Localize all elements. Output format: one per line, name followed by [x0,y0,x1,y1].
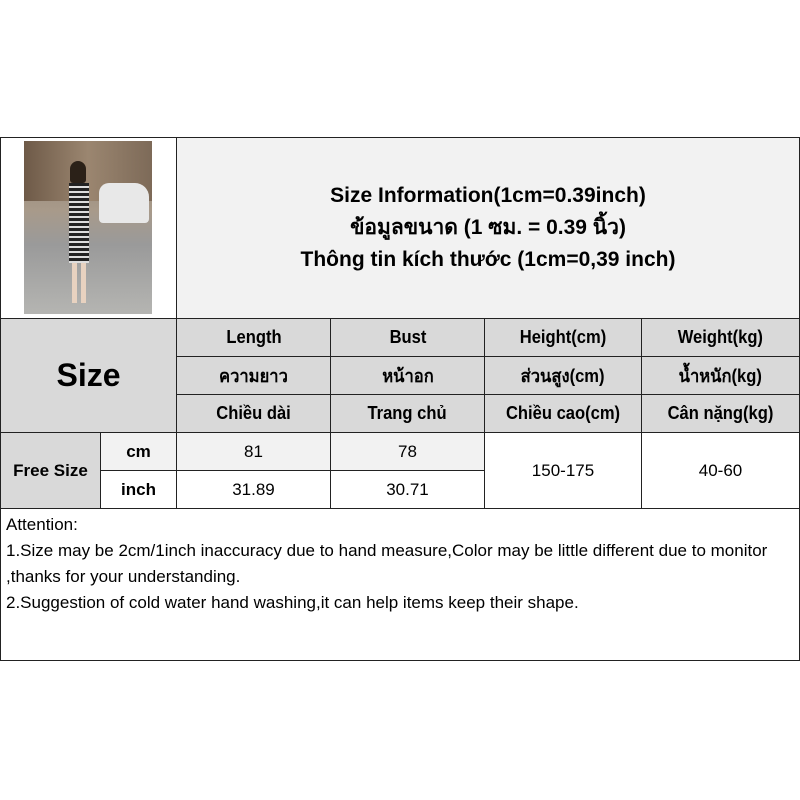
unit-inch: inch [100,470,177,509]
height-header-th: ส่วนสูง(cm) [484,356,642,395]
free-size-label: Free Size [0,432,101,509]
length-header-th: ความยาว [176,356,331,395]
attention-item: 1.Size may be 2cm/1inch inaccuracy due t… [6,541,768,586]
weight-header-vi: Cân nặng(kg) [641,394,800,433]
weight-header-en-text: Weight(kg) [677,327,764,347]
length-inch: 31.89 [176,470,331,509]
bust-header-th: หน้าอก [330,356,485,395]
height-header-en: Height(cm) [484,318,642,357]
bust-header-en: Bust [330,318,485,357]
height-header-en-text: Height(cm) [519,327,607,347]
bust-header-vi-text: Trang chủ [367,403,448,423]
attention-notes: Attention: 1.Size may be 2cm/1inch inacc… [0,508,800,661]
unit-cm: cm [100,432,177,471]
height-header-vi: Chiều cao(cm) [484,394,642,433]
bust-header-th-text: หน้าอก [381,366,434,386]
product-photo [24,141,152,314]
height-header-th-text: ส่วนสูง(cm) [521,366,605,386]
attention-heading: Attention: [6,515,78,534]
length-header-th-text: ความยาว [219,366,288,386]
length-header-vi-text: Chiều dài [216,403,291,423]
height-header-vi-text: Chiều cao(cm) [505,403,621,423]
weight-header-th-text: น้ำหนัก(kg) [678,366,763,386]
weight-header-en: Weight(kg) [641,318,800,357]
length-header-en-text: Length [225,327,282,347]
length-cm: 81 [176,432,331,471]
bust-header-en-text: Bust [389,327,426,347]
size-header: Size [0,318,177,433]
title-thai: ข้อมูลขนาด (1 ซม. = 0.39 นิ้ว) [350,216,626,239]
length-header-en: Length [176,318,331,357]
height-value: 150-175 [484,432,642,509]
bust-header-vi: Trang chủ [330,394,485,433]
weight-header-th: น้ำหนัก(kg) [641,356,800,395]
size-information-title: Size Information(1cm=0.39inch) ข้อมูลขนา… [176,137,800,319]
title-english: Size Information(1cm=0.39inch) [330,184,646,207]
title-vietnamese: Thông tin kích thước (1cm=0,39 inch) [300,248,676,271]
bust-cm: 78 [330,432,485,471]
bust-inch: 30.71 [330,470,485,509]
weight-header-vi-text: Cân nặng(kg) [667,403,774,423]
length-header-vi: Chiều dài [176,394,331,433]
attention-item: 2.Suggestion of cold water hand washing,… [6,593,579,612]
weight-value: 40-60 [641,432,800,509]
